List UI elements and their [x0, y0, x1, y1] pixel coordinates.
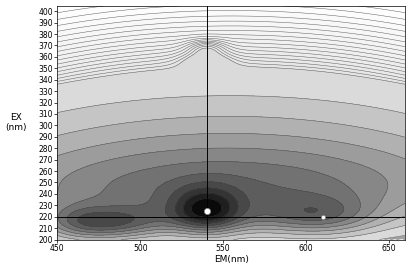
X-axis label: EM(nm): EM(nm) — [214, 255, 249, 264]
Y-axis label: EX
(nm): EX (nm) — [6, 113, 27, 132]
